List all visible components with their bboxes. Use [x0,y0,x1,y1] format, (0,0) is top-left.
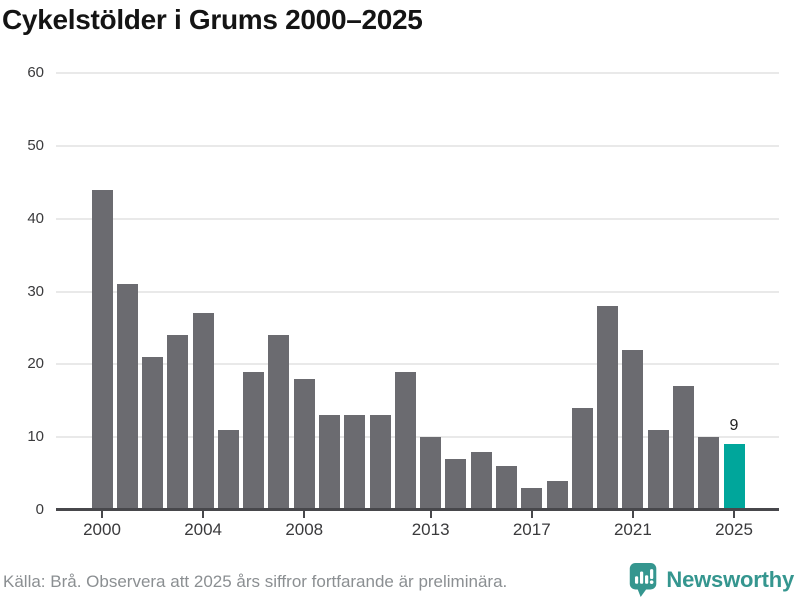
bar-2023 [672,386,694,510]
y-tick-label: 60 [27,64,44,81]
x-tick [202,511,205,518]
bar-2006 [243,371,265,510]
bar-2013 [420,437,442,510]
chart-title: Cykelstölder i Grums 2000–2025 [2,4,423,35]
x-tick-label: 2000 [83,520,121,539]
gridline-20 [56,363,779,366]
bar-2022 [647,429,669,510]
x-tick [303,511,306,518]
bar-2021 [622,349,644,510]
newsworthy-logo: Newsworthy [628,562,794,598]
bar-2009 [319,415,341,510]
brand-name: Newsworthy [666,567,794,592]
bar-2018 [546,480,568,510]
bar-2004 [192,313,214,510]
bar-2000 [91,189,113,510]
gridline-10 [56,436,779,439]
bar-2002 [142,357,164,510]
y-tick-label: 10 [27,428,44,446]
bar-2015 [470,451,492,510]
y-tick-label: 30 [27,282,44,300]
bar-2005 [217,429,239,510]
gridline-30 [56,290,779,293]
source-note: Källa: Brå. Observera att 2025 års siffr… [3,572,508,591]
x-tick-label: 2025 [715,520,753,539]
x-tick-label: 2008 [285,520,324,539]
y-tick-label: 50 [27,136,44,154]
bar-chart-speech-bubble-icon [628,562,659,598]
bar-2011 [369,415,391,510]
x-tick [733,511,735,518]
y-tick-label: 40 [27,209,44,227]
x-tick [101,511,103,518]
x-tick-label: 2021 [613,520,652,539]
bar-2008 [293,378,315,510]
x-tick [631,511,634,518]
bar-2024 [698,437,720,510]
x-tick-label: 2004 [184,520,223,539]
x-tick [429,511,432,518]
bar-2012 [394,371,416,510]
bar-2020 [597,306,619,510]
gridline-60 [56,72,779,74]
gridline-50 [56,144,779,147]
bar-2007 [268,335,290,510]
y-tick-label: 20 [27,355,44,373]
bar-2003 [167,335,189,510]
bar-value-label: 9 [729,417,739,435]
bar-2016 [495,466,517,510]
x-tick-label: 2017 [512,520,551,539]
bar-2010 [344,415,366,510]
bar-2025 [723,444,745,510]
bar-2019 [571,408,593,510]
bar-2014 [445,459,467,510]
x-tick [530,511,533,518]
x-axis-line [56,508,779,511]
bar-2017 [521,488,543,510]
x-tick-label: 2013 [411,520,450,539]
y-tick-label: 0 [35,501,44,518]
gridline-40 [56,217,779,220]
bar-2001 [116,284,138,510]
